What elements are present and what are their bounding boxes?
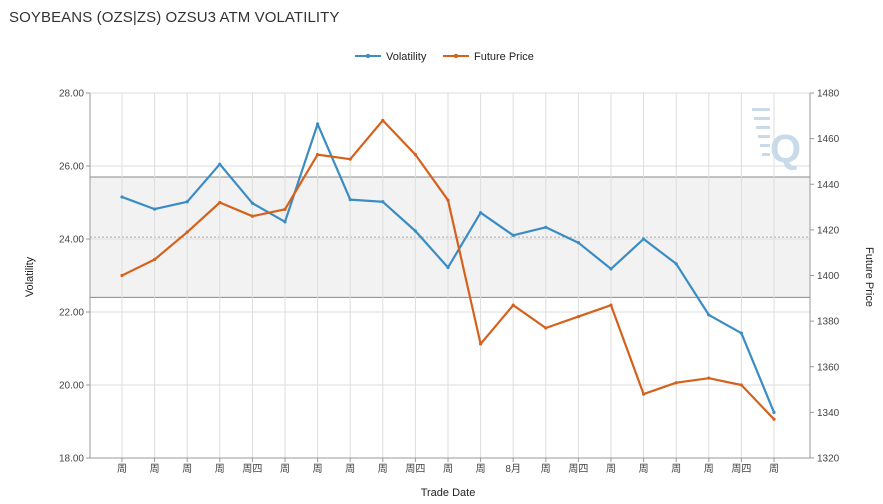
y-left-tick-label: 26.00 (59, 162, 84, 173)
x-tick-label: 周 (378, 463, 388, 475)
x-tick-label: 周 (313, 463, 323, 475)
data-point-future-price (511, 303, 515, 307)
data-point-future-price (120, 273, 124, 278)
data-point-future-price (316, 152, 320, 157)
data-point-volatility (316, 122, 320, 126)
watermark-stripe (754, 117, 770, 120)
data-point-volatility (511, 233, 515, 237)
data-point-volatility (413, 229, 417, 233)
data-point-future-price (413, 152, 417, 157)
data-point-volatility (250, 201, 254, 205)
data-point-volatility (772, 410, 776, 414)
data-point-future-price (446, 198, 450, 202)
data-point-volatility (218, 162, 222, 166)
data-point-volatility (348, 197, 352, 202)
x-tick-label: 周 (769, 463, 779, 475)
data-point-future-price (218, 200, 222, 205)
data-point-future-price (707, 376, 711, 380)
x-tick-label: 8月 (505, 463, 521, 475)
data-point-future-price (544, 326, 548, 330)
y-right-tick-label: 1380 (817, 317, 840, 328)
y-right-tick-label: 1340 (817, 408, 840, 419)
x-tick-label: 周 (117, 463, 127, 475)
x-tick-label: 周 (150, 463, 160, 475)
data-point-future-price (609, 303, 613, 307)
volatility-band (90, 176, 810, 298)
data-point-future-price (739, 383, 744, 387)
watermark-letter: Q (770, 127, 801, 171)
x-tick-label: 周 (671, 463, 681, 475)
data-point-volatility (576, 241, 581, 245)
data-point-volatility (674, 262, 678, 266)
series (120, 118, 776, 421)
data-point-volatility (153, 207, 157, 211)
data-point-volatility (642, 237, 646, 241)
y-left-tick-label: 18.00 (59, 454, 84, 465)
y-left-tick-label: 22.00 (59, 308, 84, 319)
x-tick-label: 周 (345, 463, 355, 475)
data-point-volatility (381, 200, 385, 204)
y-right-tick-label: 1320 (817, 454, 840, 465)
data-point-future-price (381, 118, 385, 122)
y-right-tick-label: 1360 (817, 362, 840, 373)
y-right-tick-label: 1440 (817, 180, 840, 191)
data-point-future-price (348, 157, 352, 161)
data-point-future-price (642, 392, 646, 396)
legend-item-volatility[interactable]: Volatility (355, 51, 427, 63)
legend-item-future-price[interactable]: Future Price (443, 51, 534, 63)
y-left-tick-label: 20.00 (59, 381, 84, 392)
x-tick-label: 周 (443, 463, 453, 475)
watermark-stripe (756, 126, 770, 129)
data-point-volatility (283, 220, 287, 224)
data-point-future-price (576, 314, 581, 319)
page-title: SOYBEANS (OZS|ZS) OZSU3 ATM VOLATILITY (9, 9, 340, 26)
data-point-volatility (120, 195, 124, 199)
axes: 18.00 20.00 22.00 24.00 26.00 28.00 1320 1340 13… (59, 89, 840, 476)
x-tick-label: 周四 (405, 463, 425, 475)
x-tick-label: 周 (606, 463, 616, 475)
data-point-volatility (609, 267, 613, 271)
data-point-future-price (185, 230, 189, 234)
q-logo-icon: Q (752, 108, 801, 171)
y-right-tick-label: 1480 (817, 89, 840, 100)
data-point-volatility (185, 200, 189, 204)
y-axis-left-title: Volatility (24, 256, 36, 297)
data-point-volatility (479, 211, 483, 215)
x-tick-label: 周四 (731, 463, 751, 475)
watermark-stripe (760, 144, 770, 147)
x-axis-title: Trade Date (421, 487, 476, 499)
data-point-volatility (544, 225, 548, 229)
y-right-tick-label: 1460 (817, 134, 840, 145)
data-point-future-price (479, 342, 483, 346)
data-point-future-price (674, 381, 678, 385)
x-tick-label: 周四 (568, 463, 588, 475)
watermark-stripe (758, 135, 770, 138)
legend-label-future-price: Future Price (474, 51, 534, 63)
x-tick-label: 周 (704, 463, 714, 475)
x-tick-label: 周四 (242, 463, 262, 475)
x-tick-label: 周 (182, 463, 192, 475)
y-axis-right-title: Future Price (863, 247, 875, 307)
data-point-future-price (283, 207, 287, 211)
data-point-future-price (153, 257, 157, 262)
x-tick-label: 周 (280, 463, 290, 475)
legend[interactable]: Volatility Future Price (355, 51, 534, 63)
y-right-tick-label: 1400 (817, 271, 840, 282)
y-left-tick-label: 24.00 (59, 235, 84, 246)
data-point-volatility (739, 331, 744, 335)
x-tick-label: 周 (639, 463, 649, 475)
y-right-tick-label: 1420 (817, 225, 840, 236)
x-tick-label: 周 (541, 463, 551, 475)
x-tick-label: 周 (476, 463, 486, 475)
legend-label-volatility: Volatility (386, 51, 427, 63)
data-point-future-price (772, 417, 776, 421)
watermark-stripe (752, 108, 770, 111)
data-point-volatility (707, 313, 711, 317)
y-left-tick-label: 28.00 (59, 89, 84, 100)
x-tick-label: 周 (215, 463, 225, 475)
data-point-future-price (250, 214, 254, 218)
watermark-stripe (762, 153, 770, 156)
data-point-volatility (446, 265, 450, 270)
